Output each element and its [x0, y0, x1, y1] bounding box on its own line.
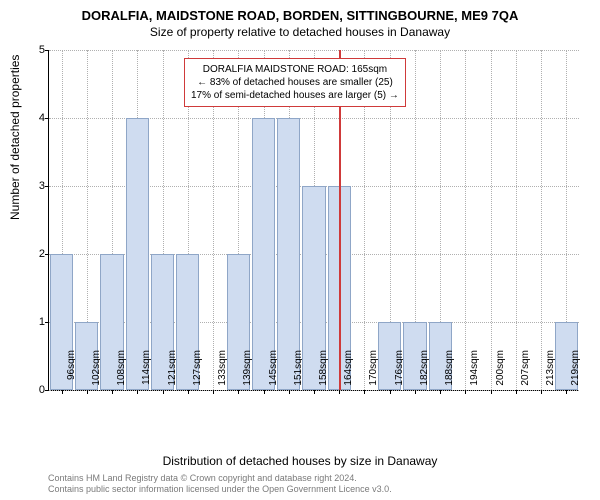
xtick-mark	[415, 390, 416, 394]
callout-line: 17% of semi-detached houses are larger (…	[191, 89, 399, 102]
ytick-mark	[45, 322, 49, 323]
ytick-mark	[45, 50, 49, 51]
xtick-mark	[491, 390, 492, 394]
xtick-mark	[238, 390, 239, 394]
page-subtitle: Size of property relative to detached ho…	[0, 23, 600, 39]
attribution-line: Contains HM Land Registry data © Crown c…	[48, 473, 392, 485]
plot-area: 01234596sqm102sqm108sqm114sqm121sqm127sq…	[48, 50, 579, 391]
xtick-mark	[188, 390, 189, 394]
xtick-label: 200sqm	[495, 350, 506, 396]
gridline-v	[465, 50, 466, 390]
attribution-line: Contains public sector information licen…	[48, 484, 392, 496]
gridline-v	[516, 50, 517, 390]
ytick-label: 2	[29, 248, 45, 260]
xtick-mark	[112, 390, 113, 394]
xtick-label: 164sqm	[343, 350, 354, 396]
xtick-mark	[213, 390, 214, 394]
gridline-v	[491, 50, 492, 390]
xtick-mark	[390, 390, 391, 394]
callout-line: ← 83% of detached houses are smaller (25…	[191, 76, 399, 89]
page-title: DORALFIA, MAIDSTONE ROAD, BORDEN, SITTIN…	[0, 0, 600, 23]
xtick-mark	[440, 390, 441, 394]
xtick-mark	[364, 390, 365, 394]
xtick-mark	[339, 390, 340, 394]
xtick-mark	[264, 390, 265, 394]
xtick-label: 194sqm	[469, 350, 480, 396]
ytick-mark	[45, 118, 49, 119]
xtick-label: 188sqm	[444, 350, 455, 396]
ytick-label: 5	[29, 44, 45, 56]
callout-box: DORALFIA MAIDSTONE ROAD: 165sqm← 83% of …	[184, 58, 406, 107]
xtick-label: 207sqm	[520, 350, 531, 396]
xtick-mark	[163, 390, 164, 394]
xtick-label: 127sqm	[192, 350, 203, 396]
xtick-mark	[62, 390, 63, 394]
xtick-mark	[137, 390, 138, 394]
xtick-mark	[541, 390, 542, 394]
ytick-mark	[45, 186, 49, 187]
xtick-mark	[465, 390, 466, 394]
xtick-mark	[289, 390, 290, 394]
ytick-label: 0	[29, 384, 45, 396]
attribution: Contains HM Land Registry data © Crown c…	[48, 473, 392, 496]
xtick-mark	[516, 390, 517, 394]
callout-line: DORALFIA MAIDSTONE ROAD: 165sqm	[191, 63, 399, 76]
xtick-label: 219sqm	[570, 350, 581, 396]
y-axis-label: Number of detached properties	[8, 55, 22, 220]
x-axis-label: Distribution of detached houses by size …	[0, 454, 600, 468]
ytick-label: 1	[29, 316, 45, 328]
xtick-mark	[87, 390, 88, 394]
chart: 01234596sqm102sqm108sqm114sqm121sqm127sq…	[48, 50, 578, 390]
xtick-mark	[566, 390, 567, 394]
ytick-label: 3	[29, 180, 45, 192]
ytick-mark	[45, 254, 49, 255]
ytick-label: 4	[29, 112, 45, 124]
gridline-v	[541, 50, 542, 390]
ytick-mark	[45, 390, 49, 391]
xtick-mark	[314, 390, 315, 394]
